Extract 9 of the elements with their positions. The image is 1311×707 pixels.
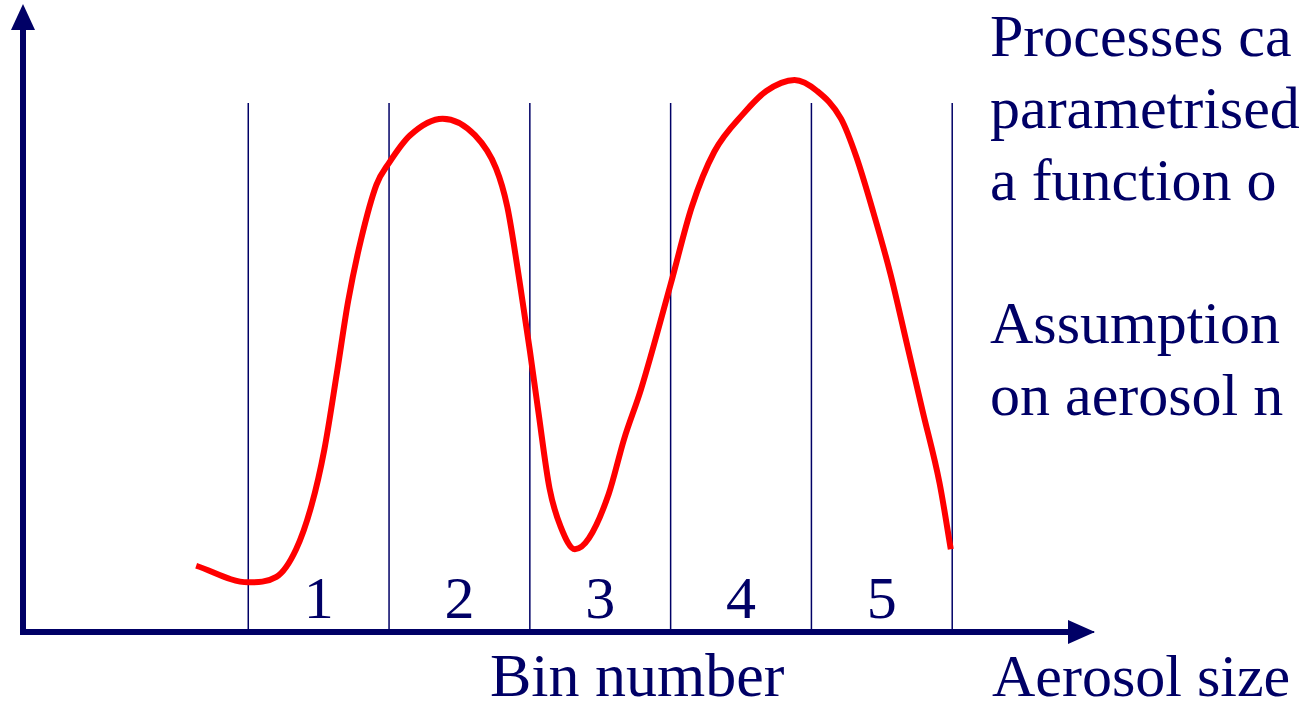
- annotation: Assumption on aerosol n: [990, 289, 1284, 430]
- x-tick-label: 1: [303, 564, 334, 631]
- x-axis-title: Bin number: [490, 641, 785, 707]
- text: Aerosol size: [992, 643, 1291, 707]
- x-tick-label: 2: [444, 564, 475, 631]
- x-tick-label: 5: [866, 564, 897, 631]
- x-tick-label: 4: [726, 564, 757, 631]
- annotation: Processes ca parametrised a function o: [990, 2, 1300, 215]
- x-tick-label: 3: [585, 564, 616, 631]
